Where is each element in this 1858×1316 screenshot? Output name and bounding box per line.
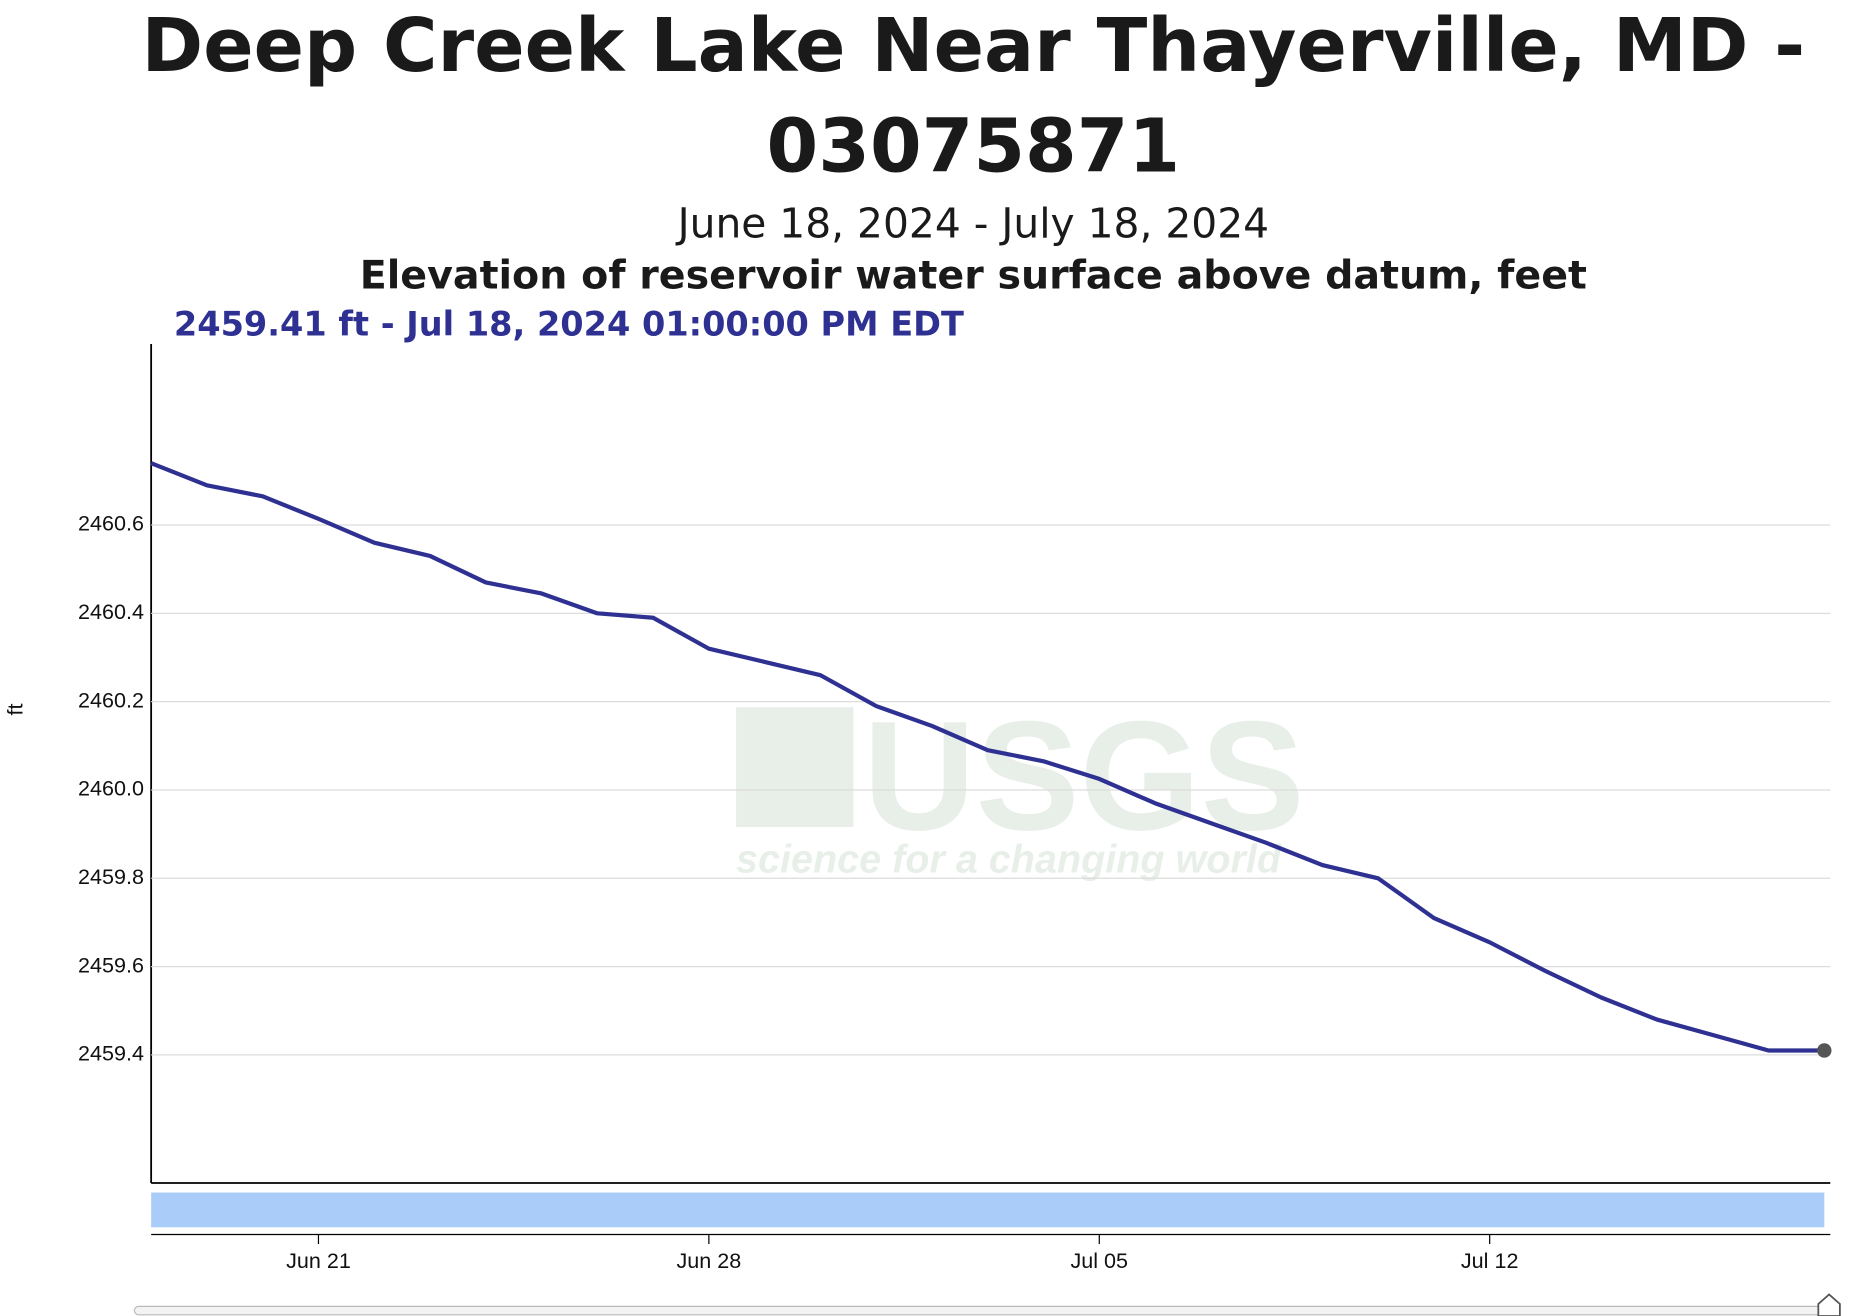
y-axis-label: ft [3,704,28,716]
slider-handle[interactable] [1817,1293,1841,1316]
series-line [150,461,1825,1053]
x-tick-label: Jul 05 [1070,1248,1128,1273]
y-tick-label: 2460.0 [78,776,144,801]
x-tick-label: Jun 28 [676,1248,741,1273]
chart-title: 03075871 [767,103,1181,190]
slider-track[interactable] [133,1305,1828,1316]
y-tick-label: 2460.4 [78,599,144,624]
y-tick-label: 2460.6 [78,511,144,536]
x-tick-label: Jul 12 [1461,1248,1519,1273]
cursor-point [1817,1043,1832,1058]
watermark: USGS science for a changing world [736,689,1305,882]
watermark-tagline: science for a changing world [736,838,1282,882]
chart-subtitle: June 18, 2024 - July 18, 2024 [675,200,1269,248]
parameter-label: Elevation of reservoir water surface abo… [360,253,1587,299]
y-tick-label: 2459.4 [78,1041,144,1066]
x-tick-label: Jun 21 [286,1248,351,1273]
plot-area: 2459.4 2459.6 2459.8 2460.0 2460.2 2460.4 2460… [78,461,1832,1273]
y-tick-label: 2460.2 [78,687,144,712]
brush-selection[interactable] [151,1192,1825,1228]
watermark-text: USGS [863,689,1305,863]
y-tick-label: 2459.6 [78,952,144,977]
watermark-logo [736,707,854,827]
chart-title: Deep Creek Lake Near Thayerville, MD - [142,2,1806,89]
tooltip-text: 2459.41 ft - Jul 18, 2024 01:00:00 PM ED… [174,305,964,344]
y-tick-label: 2459.8 [78,864,144,889]
